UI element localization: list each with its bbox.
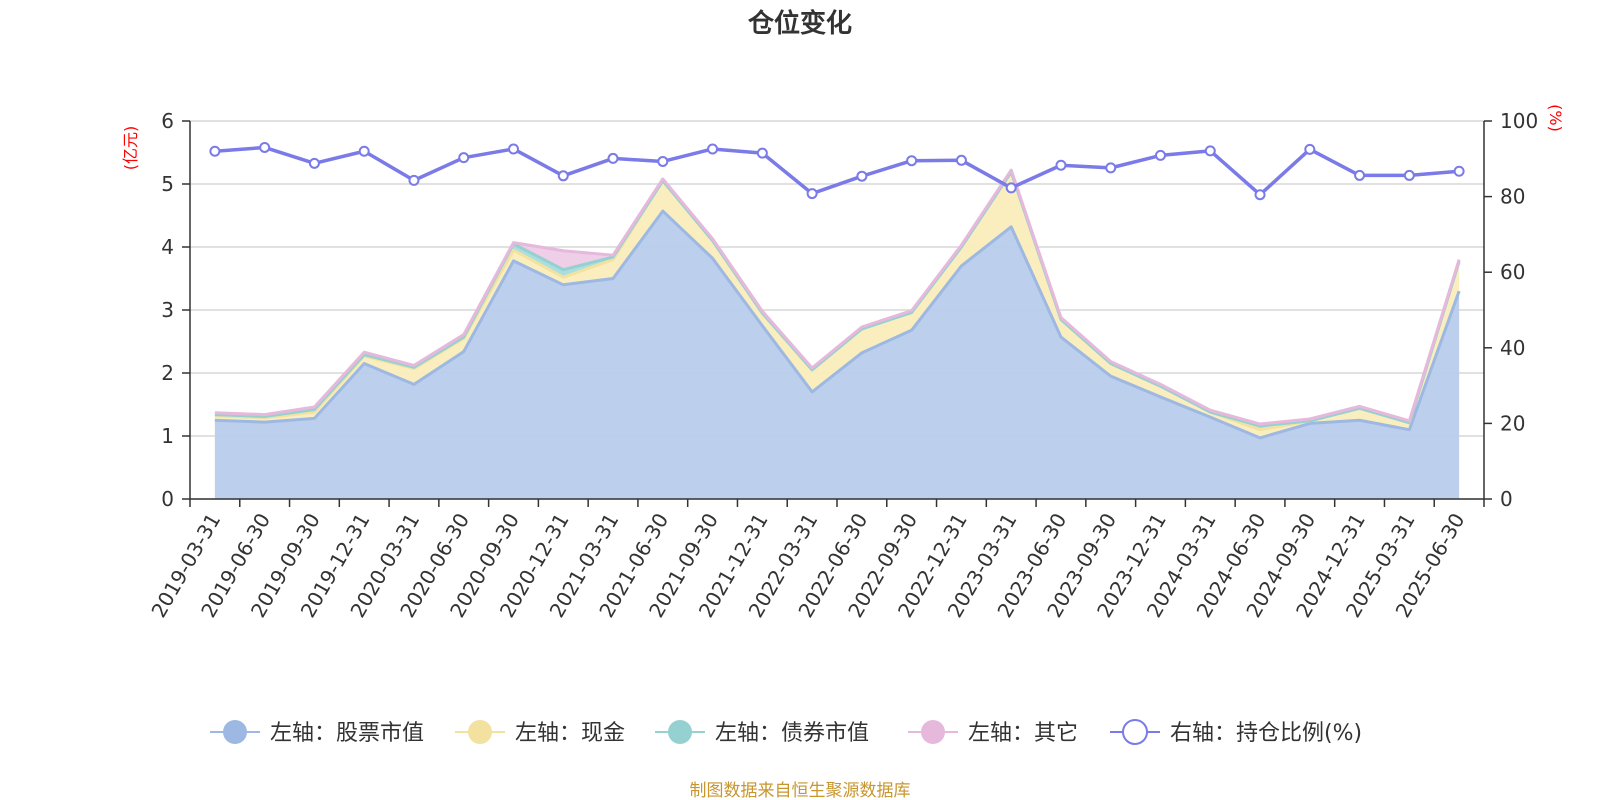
ratio-point [806,188,818,200]
left-axis-unit: (亿元) [121,126,140,171]
ratio-point [657,155,669,167]
right-tick-label: 40 [1500,336,1525,360]
legend-label: 左轴：债券市值 [715,721,869,746]
legend-marker [1122,719,1148,745]
ratio-point [1304,143,1316,155]
right-axis-unit: (%) [1546,104,1565,132]
ratio-point [1204,145,1216,157]
left-tick-label: 1 [161,424,174,448]
chart-title: 仓位变化 [747,8,852,39]
ratio-point [856,170,868,182]
stacked-areas [214,170,1460,499]
ratio-point [1354,169,1366,181]
ratio-point [756,147,768,159]
ratio-point [1055,159,1067,171]
ratio-point [209,145,221,157]
ratio-point [1403,169,1415,181]
ratio-point [955,154,967,166]
left-tick-label: 4 [161,235,174,259]
legend-marker [668,720,692,744]
left-tick-label: 2 [161,361,174,385]
ratio-point [408,174,420,186]
legend-marker [921,720,945,744]
ratio-point [259,141,271,153]
legend-label: 左轴：股票市值 [270,721,424,746]
left-tick-label: 3 [161,298,174,322]
ratio-point [1155,149,1166,161]
right-tick-label: 60 [1500,260,1525,284]
area-左轴：股票市值 [214,211,1460,499]
source-note: 制图数据来自恒生聚源数据库 [690,781,911,800]
legend: 左轴：股票市值 左轴：现金 左轴：债券市值 左轴：其它 右轴：持仓比例(%) [210,719,1362,746]
ratio-point [458,152,470,164]
ratio-point [707,143,719,155]
area-top-line [214,168,1461,426]
right-tick-label: 20 [1500,411,1525,435]
right-tick-label: 80 [1500,185,1525,209]
left-tick-label: 5 [161,172,174,196]
ratio-point [906,155,918,167]
ratio-line [214,145,1460,197]
legend-label: 右轴：持仓比例(%) [1170,721,1362,746]
legend-label: 左轴：现金 [515,721,625,746]
right-tick-label: 0 [1500,487,1513,511]
ratio-point [508,143,519,155]
ratio-point [557,170,569,182]
series-lines [214,145,1461,440]
legend-marker [468,720,492,744]
ratio-point [1453,165,1465,177]
legend-marker [223,720,247,744]
ratio-point [1105,162,1117,174]
ratio-point [308,157,320,169]
right-tick-label: 100 [1500,109,1538,133]
ratio-point [1005,182,1017,194]
area-top-line [214,209,1461,440]
left-tick-label: 0 [161,487,174,511]
legend-label: 左轴：其它 [968,721,1078,746]
ratio-point [1254,189,1266,201]
ratio-point [607,152,619,164]
left-tick-label: 6 [161,109,174,133]
ratio-point [358,145,370,157]
ratio-points [209,141,1465,201]
